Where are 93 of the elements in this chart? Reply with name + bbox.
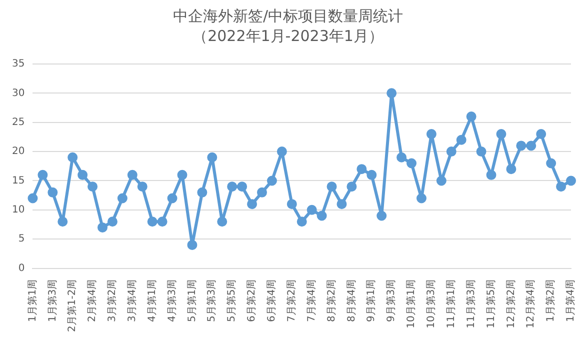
x-tick-label: 4月第3周 <box>166 279 178 322</box>
point <box>98 222 108 232</box>
x-tick-label: 3月第4周 <box>126 279 138 322</box>
x-tick-label: 8月第2周 <box>325 279 338 322</box>
x-tick-label: 5月第1周 <box>186 279 198 322</box>
point <box>286 199 297 210</box>
x-tick-label: 9月第1周 <box>365 279 378 322</box>
x-tick-label: 3月第2周 <box>106 279 118 322</box>
point <box>38 170 48 180</box>
point <box>177 170 188 180</box>
point <box>157 216 168 227</box>
point <box>346 182 357 192</box>
point <box>326 182 337 192</box>
point <box>456 134 466 145</box>
y-tick-label: 20 <box>12 146 25 158</box>
point <box>207 152 218 162</box>
point <box>336 199 347 210</box>
x-tick-label: 7月第2周 <box>285 279 298 322</box>
point <box>566 176 576 186</box>
x-tick-label: 10月第3周 <box>425 279 438 328</box>
point <box>227 182 238 192</box>
point <box>266 176 277 186</box>
point <box>366 170 377 180</box>
point <box>446 146 456 157</box>
point <box>107 216 118 227</box>
point <box>466 112 476 122</box>
point <box>147 216 158 227</box>
x-tick-label: 11月第5周 <box>484 279 497 328</box>
point <box>28 193 38 204</box>
point <box>167 193 178 204</box>
x-tick-label: 12月第2周 <box>504 279 517 328</box>
y-tick-label: 15 <box>12 175 25 186</box>
x-tick-label: 2月第1-2周 <box>66 279 78 332</box>
point <box>256 187 267 198</box>
x-tick-label: 6月第2周 <box>246 279 258 322</box>
x-tick-label: 10月第1周 <box>405 279 418 328</box>
x-tick-label: 12月第4周 <box>524 279 537 328</box>
point <box>88 182 98 192</box>
point <box>137 182 148 192</box>
point <box>78 170 88 180</box>
x-tick-label: 8月第4周 <box>345 279 358 322</box>
y-tick-label: 30 <box>12 88 25 99</box>
x-tick-label: 1月第2周 <box>544 279 557 322</box>
x-tick-label: 1月第3周 <box>46 279 58 322</box>
point <box>526 140 536 151</box>
x-tick-label: 2月第4周 <box>86 279 98 322</box>
point <box>406 158 417 168</box>
point <box>117 193 128 204</box>
point <box>486 170 496 180</box>
point <box>247 199 258 210</box>
point <box>386 88 397 98</box>
point <box>316 210 327 221</box>
point <box>237 182 248 192</box>
point <box>48 187 58 198</box>
point <box>197 187 208 198</box>
x-tick-label: 4月第1周 <box>146 279 158 322</box>
point <box>546 158 556 168</box>
y-tick-label: 10 <box>12 204 25 216</box>
point <box>556 182 566 192</box>
x-tick-label: 1月第1周 <box>26 279 38 322</box>
y-tick-label: 25 <box>12 116 25 128</box>
point <box>356 164 367 174</box>
x-tick-label: 1月第4周 <box>564 279 577 322</box>
point <box>516 140 526 151</box>
point <box>396 152 407 162</box>
point <box>217 216 228 227</box>
point <box>536 129 546 140</box>
chart-title: 中企海外新签/中标项目数量周统计 <box>172 6 404 25</box>
point <box>296 216 307 227</box>
chart-subtitle: （2022年1月-2023年1月） <box>192 26 384 45</box>
x-tick-label: 11月第1周 <box>444 279 457 328</box>
point <box>426 129 436 140</box>
point <box>376 210 387 221</box>
x-tick-label: 6月第4周 <box>266 279 278 322</box>
x-tick-label: 9月第3周 <box>385 279 398 322</box>
point <box>506 164 516 174</box>
x-tick-label: 11月第3周 <box>464 279 477 328</box>
x-tick-label: 5月第3周 <box>206 279 218 322</box>
x-tick-label: 5月第5周 <box>226 279 238 322</box>
point <box>187 240 198 250</box>
x-tick-label: 7月第4周 <box>305 279 318 322</box>
y-tick-label: 5 <box>18 234 25 245</box>
y-tick-label: 35 <box>12 58 25 70</box>
point <box>496 129 506 140</box>
point <box>476 146 486 157</box>
point <box>276 146 287 157</box>
point <box>127 170 138 180</box>
point <box>306 204 317 215</box>
y-tick-label: 0 <box>18 262 25 274</box>
point <box>416 193 426 204</box>
point <box>68 152 78 162</box>
point <box>58 216 68 227</box>
point <box>436 176 446 186</box>
